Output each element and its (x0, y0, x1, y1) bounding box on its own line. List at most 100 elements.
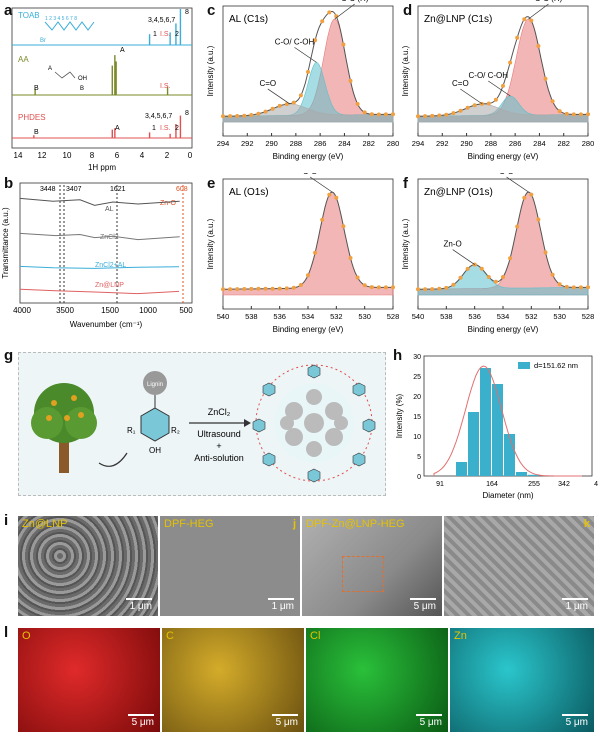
ftir-trace (19, 265, 180, 269)
xps-tick: 288 (485, 139, 498, 148)
xps-data-point (423, 287, 428, 292)
hist-bar (456, 462, 467, 476)
ftir-trace (19, 288, 180, 295)
b-tick-0: 4000 (13, 306, 31, 315)
b-trace-znlnp: Zn@LNP (95, 282, 124, 289)
xps-data-point (376, 112, 381, 117)
hist-bar (504, 434, 515, 476)
b-peak-3407: 3407 (66, 186, 82, 193)
xps-data-point (472, 103, 477, 108)
xps-tick: 280 (582, 139, 595, 148)
b-tick-1: 3500 (56, 306, 74, 315)
phdes-lbl-b: B (34, 129, 39, 136)
sem-image-k: k 1 μm (444, 516, 594, 616)
a-tick-3: 8 (90, 151, 95, 160)
b-peak-1621: 1621 (110, 186, 126, 193)
xps-title: Zn@LNP (C1s) (424, 14, 492, 25)
xps-data-point (391, 285, 395, 290)
xps-tick: 284 (533, 139, 546, 148)
xps-data-point (578, 285, 583, 290)
xps-peak-label: C-O/ C-OH (469, 71, 509, 80)
panel-f-label: f (403, 175, 408, 192)
xps-frame (222, 5, 394, 137)
toab-br: Br (40, 38, 46, 44)
xps-tick: 532 (330, 312, 343, 321)
xps-data-point (284, 286, 289, 291)
phdes-lbl-2: 2 (175, 125, 179, 132)
xps-tick: 280 (387, 139, 400, 148)
xps-envelope (418, 16, 588, 117)
lignin-label: Lignin (147, 382, 163, 388)
panel-g-label: g (4, 347, 14, 364)
xps-tick: 288 (290, 139, 303, 148)
sem-jk-label: DPF-Zn@LNP-HEG (306, 518, 405, 530)
hist-ytick: 20 (413, 394, 421, 401)
xps-label-arrow (528, 3, 549, 20)
eds-zn-scale: 5 μm (565, 717, 588, 728)
panel-d-label: d (403, 2, 413, 19)
panel-l-label: l (4, 624, 9, 641)
xps-title: Zn@LNP (O1s) (424, 187, 493, 198)
xps-data-point (508, 256, 513, 261)
b-ylabel: Transmittance (a.u.) (1, 207, 10, 279)
eds-map-o: O 5 μm (18, 628, 160, 732)
panel-c-label: c (207, 2, 216, 19)
xps-data-point (348, 256, 353, 260)
hist-ytick: 15 (413, 414, 421, 421)
xps-data-point (458, 108, 463, 113)
xps-data-point (383, 112, 388, 117)
xps-tick: 540 (217, 312, 230, 321)
eds-c-scale: 5 μm (275, 717, 298, 728)
b-tick-3: 1000 (139, 306, 157, 315)
eds-map-cl: Cl 5 μm (306, 628, 448, 732)
xps-data-point (437, 286, 442, 291)
toab-lbl-2: 1 (153, 31, 157, 38)
xps-tick: 528 (582, 312, 595, 321)
xps-data-point (263, 109, 268, 114)
xps-ylabel: Intensity (a.u.) (206, 45, 215, 96)
xps-peak-area (222, 191, 394, 296)
xps-data-point (256, 286, 261, 291)
xps-data-point (341, 224, 346, 229)
xps-peak-label: C-C (H) (535, 0, 563, 3)
xps-data-point (291, 285, 296, 290)
aa-molecule (54, 71, 76, 79)
xps-data-point (362, 110, 367, 115)
xps-label-arrow (488, 80, 511, 97)
xps-label-arrow (460, 88, 483, 105)
xps-data-point (416, 287, 420, 292)
b-trace-al: AL (105, 206, 114, 213)
xps-data-point (242, 287, 247, 291)
aa-mol-a: A (48, 66, 52, 72)
xps-data-point (327, 192, 332, 197)
eds-cl-scale: 5 μm (419, 717, 442, 728)
xps-data-point (235, 287, 240, 292)
panel-c-xps: Intensity (a.u.) AL (C1s) C-C (H) C-O/ C-OH… (206, 0, 400, 161)
toab-name: TOAB (18, 11, 40, 20)
xps-data-point (465, 266, 470, 271)
aa-mol-b: B (80, 86, 84, 92)
hist-xlabel: Diameter (nm) (482, 491, 533, 500)
xps-data-point (522, 195, 527, 200)
xps-data-point (235, 114, 240, 118)
xps-peak-label: C-C (H) (341, 0, 369, 3)
xps-peak-label: C-O (499, 173, 514, 176)
xps-label-arrow (309, 176, 333, 193)
xps-data-point (313, 250, 318, 255)
xps-data-point (355, 102, 360, 106)
phdes-lbl-a: A (115, 125, 120, 132)
a-tick-2: 10 (63, 151, 72, 160)
xps-data-point (458, 275, 463, 280)
xps-tick: 290 (460, 139, 473, 148)
xps-tick: 534 (497, 312, 510, 321)
hist-bar (516, 472, 527, 476)
xps-data-point (451, 282, 456, 287)
toab-lbl-1: 3,4,5,6,7 (148, 17, 175, 24)
xps-peak-label: C=O (259, 79, 276, 88)
xps-label-arrow (267, 88, 290, 105)
xps-tick: 532 (525, 312, 538, 321)
xps-tick: 284 (338, 139, 351, 148)
xps-tick: 540 (412, 312, 425, 321)
hist-bar (468, 412, 479, 476)
xps-data-point (522, 17, 527, 22)
